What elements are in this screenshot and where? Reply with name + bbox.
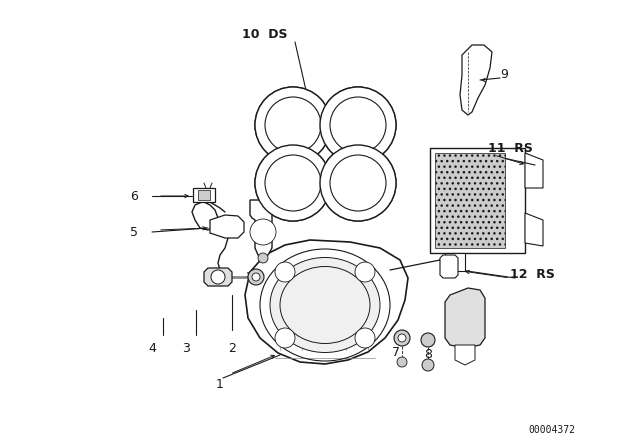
Bar bbox=[198, 190, 210, 200]
Circle shape bbox=[398, 334, 406, 342]
Text: 8: 8 bbox=[424, 349, 432, 362]
Polygon shape bbox=[204, 268, 232, 286]
Circle shape bbox=[279, 332, 291, 344]
Bar bbox=[193, 188, 215, 202]
Polygon shape bbox=[445, 253, 465, 271]
Circle shape bbox=[330, 155, 386, 211]
Circle shape bbox=[248, 269, 264, 285]
Polygon shape bbox=[250, 200, 272, 258]
Circle shape bbox=[265, 97, 321, 153]
Polygon shape bbox=[525, 153, 543, 188]
Text: 10  DS: 10 DS bbox=[243, 29, 288, 42]
Polygon shape bbox=[245, 240, 408, 364]
Circle shape bbox=[394, 330, 410, 346]
Circle shape bbox=[330, 155, 386, 211]
Text: 9: 9 bbox=[500, 69, 508, 82]
Polygon shape bbox=[455, 345, 475, 365]
Circle shape bbox=[279, 266, 291, 278]
Circle shape bbox=[255, 224, 271, 240]
Text: 11  RS: 11 RS bbox=[488, 142, 533, 155]
Circle shape bbox=[275, 262, 295, 282]
Text: 5: 5 bbox=[130, 225, 138, 238]
Circle shape bbox=[275, 328, 295, 348]
Circle shape bbox=[265, 155, 321, 211]
Circle shape bbox=[359, 332, 371, 344]
Polygon shape bbox=[440, 255, 458, 278]
Text: 4: 4 bbox=[148, 341, 156, 354]
Circle shape bbox=[320, 145, 396, 221]
Text: 2: 2 bbox=[228, 341, 236, 354]
Circle shape bbox=[255, 145, 331, 221]
Circle shape bbox=[355, 328, 375, 348]
Circle shape bbox=[255, 87, 331, 163]
Text: 3: 3 bbox=[182, 341, 190, 354]
Text: 7: 7 bbox=[392, 345, 400, 358]
Circle shape bbox=[359, 266, 371, 278]
Circle shape bbox=[320, 87, 396, 163]
Circle shape bbox=[258, 253, 268, 263]
Circle shape bbox=[422, 359, 434, 371]
Bar bbox=[430, 148, 525, 253]
Circle shape bbox=[252, 273, 260, 281]
Bar bbox=[435, 153, 505, 248]
Circle shape bbox=[320, 87, 396, 163]
Polygon shape bbox=[525, 213, 543, 246]
Circle shape bbox=[330, 97, 386, 153]
Circle shape bbox=[250, 219, 276, 245]
Text: 00004372: 00004372 bbox=[528, 425, 575, 435]
Polygon shape bbox=[445, 288, 485, 348]
Circle shape bbox=[397, 357, 407, 367]
Text: 1: 1 bbox=[216, 379, 224, 392]
Circle shape bbox=[330, 97, 386, 153]
Circle shape bbox=[355, 262, 375, 282]
Circle shape bbox=[211, 270, 225, 284]
Circle shape bbox=[255, 87, 331, 163]
Polygon shape bbox=[210, 215, 244, 238]
Polygon shape bbox=[460, 45, 492, 115]
Circle shape bbox=[255, 145, 331, 221]
Text: 12  RS: 12 RS bbox=[510, 268, 555, 281]
Circle shape bbox=[265, 97, 321, 153]
Circle shape bbox=[421, 333, 435, 347]
Ellipse shape bbox=[270, 258, 380, 353]
Text: 6: 6 bbox=[130, 190, 138, 202]
Circle shape bbox=[265, 155, 321, 211]
Circle shape bbox=[320, 145, 396, 221]
